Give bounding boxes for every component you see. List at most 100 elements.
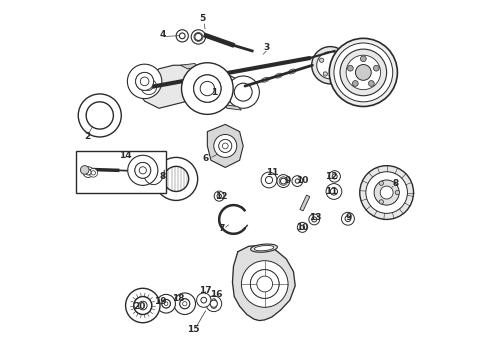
- Circle shape: [210, 300, 218, 307]
- Circle shape: [380, 186, 393, 199]
- Circle shape: [139, 301, 147, 310]
- Circle shape: [219, 139, 232, 152]
- Circle shape: [330, 188, 338, 195]
- Text: 7: 7: [219, 224, 225, 233]
- Circle shape: [134, 297, 152, 315]
- Circle shape: [334, 43, 393, 102]
- Circle shape: [329, 171, 341, 182]
- Circle shape: [140, 77, 149, 86]
- Circle shape: [200, 81, 215, 96]
- Text: 18: 18: [172, 294, 185, 303]
- Polygon shape: [223, 105, 242, 110]
- Circle shape: [250, 270, 279, 298]
- Ellipse shape: [250, 244, 277, 252]
- Circle shape: [194, 75, 221, 102]
- Circle shape: [196, 293, 211, 307]
- Circle shape: [333, 54, 338, 59]
- Circle shape: [162, 300, 171, 308]
- Circle shape: [157, 174, 166, 183]
- Circle shape: [83, 167, 94, 177]
- Circle shape: [176, 30, 188, 42]
- Circle shape: [319, 58, 324, 62]
- Text: 8: 8: [392, 179, 399, 188]
- Circle shape: [234, 83, 252, 101]
- Polygon shape: [180, 63, 198, 69]
- Circle shape: [219, 139, 232, 152]
- Circle shape: [366, 172, 408, 213]
- Circle shape: [352, 81, 358, 86]
- Circle shape: [136, 72, 153, 90]
- Text: 14: 14: [119, 151, 131, 160]
- Circle shape: [217, 194, 221, 198]
- Circle shape: [329, 39, 397, 107]
- Circle shape: [345, 216, 351, 222]
- Circle shape: [342, 212, 354, 225]
- Circle shape: [183, 302, 187, 306]
- Circle shape: [201, 297, 207, 303]
- Circle shape: [242, 261, 288, 307]
- Circle shape: [174, 293, 196, 315]
- Text: 9: 9: [346, 213, 352, 222]
- Circle shape: [153, 169, 171, 187]
- Text: 17: 17: [199, 286, 212, 295]
- Circle shape: [312, 217, 317, 222]
- Circle shape: [127, 64, 162, 99]
- Text: 16: 16: [210, 290, 222, 299]
- Circle shape: [80, 166, 89, 174]
- Circle shape: [317, 51, 344, 79]
- Circle shape: [280, 178, 286, 184]
- Circle shape: [157, 294, 175, 313]
- Circle shape: [139, 167, 147, 174]
- Circle shape: [191, 30, 205, 44]
- Circle shape: [179, 33, 185, 39]
- Circle shape: [162, 300, 171, 308]
- Text: 2: 2: [84, 132, 90, 141]
- Circle shape: [277, 175, 290, 188]
- Circle shape: [135, 162, 151, 178]
- Circle shape: [180, 299, 190, 309]
- Text: 20: 20: [133, 302, 146, 311]
- Circle shape: [300, 225, 304, 229]
- Circle shape: [297, 222, 307, 232]
- Circle shape: [361, 56, 366, 62]
- Circle shape: [379, 181, 383, 185]
- Text: 4: 4: [159, 30, 166, 39]
- Circle shape: [85, 169, 91, 175]
- Circle shape: [292, 176, 303, 186]
- Circle shape: [347, 65, 353, 71]
- Circle shape: [250, 270, 279, 298]
- Circle shape: [214, 134, 237, 157]
- Circle shape: [89, 168, 98, 177]
- Circle shape: [340, 49, 387, 96]
- Circle shape: [379, 200, 383, 204]
- Text: 13: 13: [309, 213, 321, 222]
- Circle shape: [368, 81, 374, 86]
- Circle shape: [332, 174, 337, 179]
- Circle shape: [86, 102, 113, 129]
- Polygon shape: [137, 65, 252, 108]
- Circle shape: [309, 214, 319, 225]
- Circle shape: [206, 296, 221, 312]
- Circle shape: [222, 143, 228, 149]
- Circle shape: [279, 177, 288, 185]
- Circle shape: [164, 302, 168, 306]
- Circle shape: [360, 166, 414, 220]
- Circle shape: [323, 72, 327, 76]
- Circle shape: [155, 157, 197, 201]
- Circle shape: [346, 55, 381, 90]
- Text: 5: 5: [199, 14, 205, 23]
- Text: 11: 11: [325, 187, 337, 196]
- Circle shape: [337, 68, 341, 72]
- Text: 6: 6: [202, 154, 209, 163]
- Circle shape: [373, 65, 379, 71]
- Circle shape: [227, 76, 259, 108]
- Circle shape: [91, 171, 96, 175]
- Circle shape: [266, 176, 272, 184]
- Circle shape: [136, 72, 153, 90]
- Text: 12: 12: [216, 192, 228, 201]
- Circle shape: [295, 179, 299, 183]
- Text: 1: 1: [211, 87, 218, 96]
- Circle shape: [141, 79, 157, 95]
- Circle shape: [78, 94, 122, 137]
- Circle shape: [395, 190, 399, 195]
